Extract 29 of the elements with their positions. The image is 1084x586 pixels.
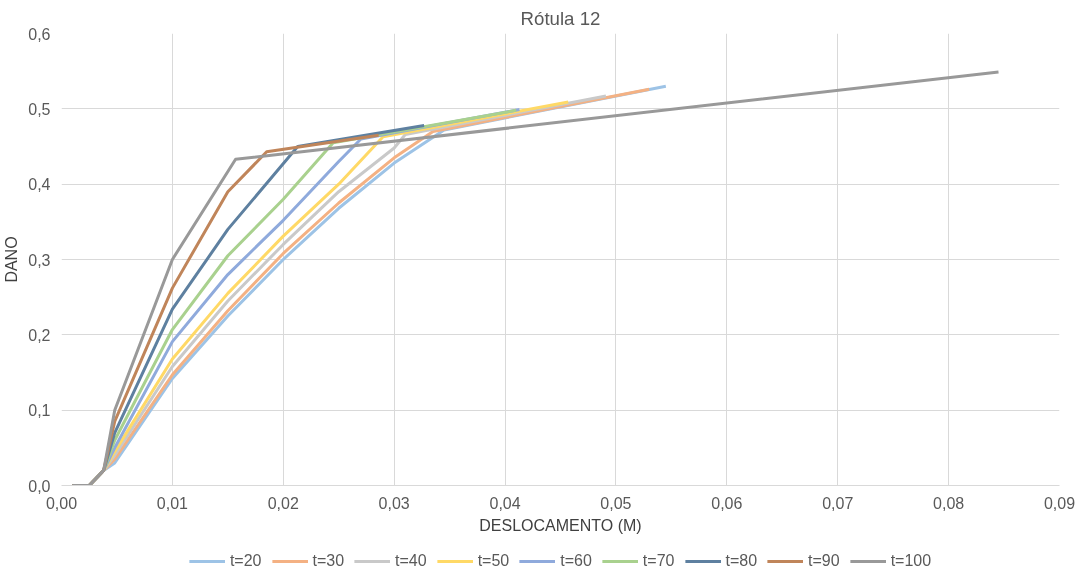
chart-title: Rótula 12: [520, 7, 601, 29]
x-tick-label: 0,02: [267, 494, 299, 512]
y-tick-label: 0,2: [28, 326, 51, 344]
y-tick-label: 0,5: [28, 100, 51, 118]
legend-label: t=20: [229, 552, 262, 570]
x-tick-label: 0,01: [156, 494, 189, 512]
y-tick-label: 0,0: [28, 477, 51, 495]
y-axis-title: DANO: [3, 236, 21, 283]
x-tick-label: 0,04: [489, 494, 521, 512]
legend-label: t=100: [890, 552, 932, 570]
legend-label: t=90: [808, 552, 840, 570]
x-tick-label: 0,08: [933, 494, 965, 512]
x-tick-label: 0,06: [711, 494, 743, 512]
legend-label: t=30: [312, 552, 345, 570]
x-axis-title: DESLOCAMENTO (M): [479, 516, 642, 534]
legend-label: t=40: [395, 552, 427, 570]
x-tick-label: 0,03: [378, 494, 410, 512]
legend-label: t=50: [477, 552, 510, 570]
legend-label: t=80: [725, 552, 758, 570]
legend-label: t=60: [560, 552, 592, 570]
x-tick-label: 0,07: [822, 494, 854, 512]
x-tick-label: 0,05: [600, 494, 632, 512]
y-tick-label: 0,6: [28, 25, 51, 43]
x-tick-label: 0,00: [45, 494, 78, 512]
y-tick-label: 0,4: [28, 176, 51, 194]
y-tick-label: 0,1: [28, 402, 51, 420]
y-tick-label: 0,3: [28, 251, 51, 269]
legend-label: t=70: [642, 552, 675, 570]
x-tick-label: 0,09: [1043, 494, 1076, 512]
